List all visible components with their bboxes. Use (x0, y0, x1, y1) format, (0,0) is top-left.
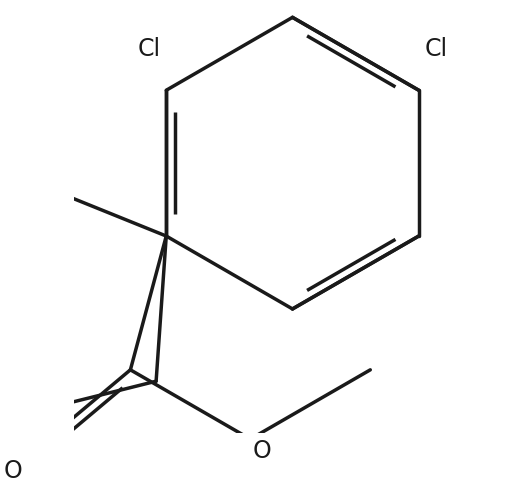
Text: O: O (3, 458, 22, 480)
Text: O: O (253, 439, 271, 463)
Text: Cl: Cl (137, 37, 160, 61)
Text: Cl: Cl (425, 37, 448, 61)
